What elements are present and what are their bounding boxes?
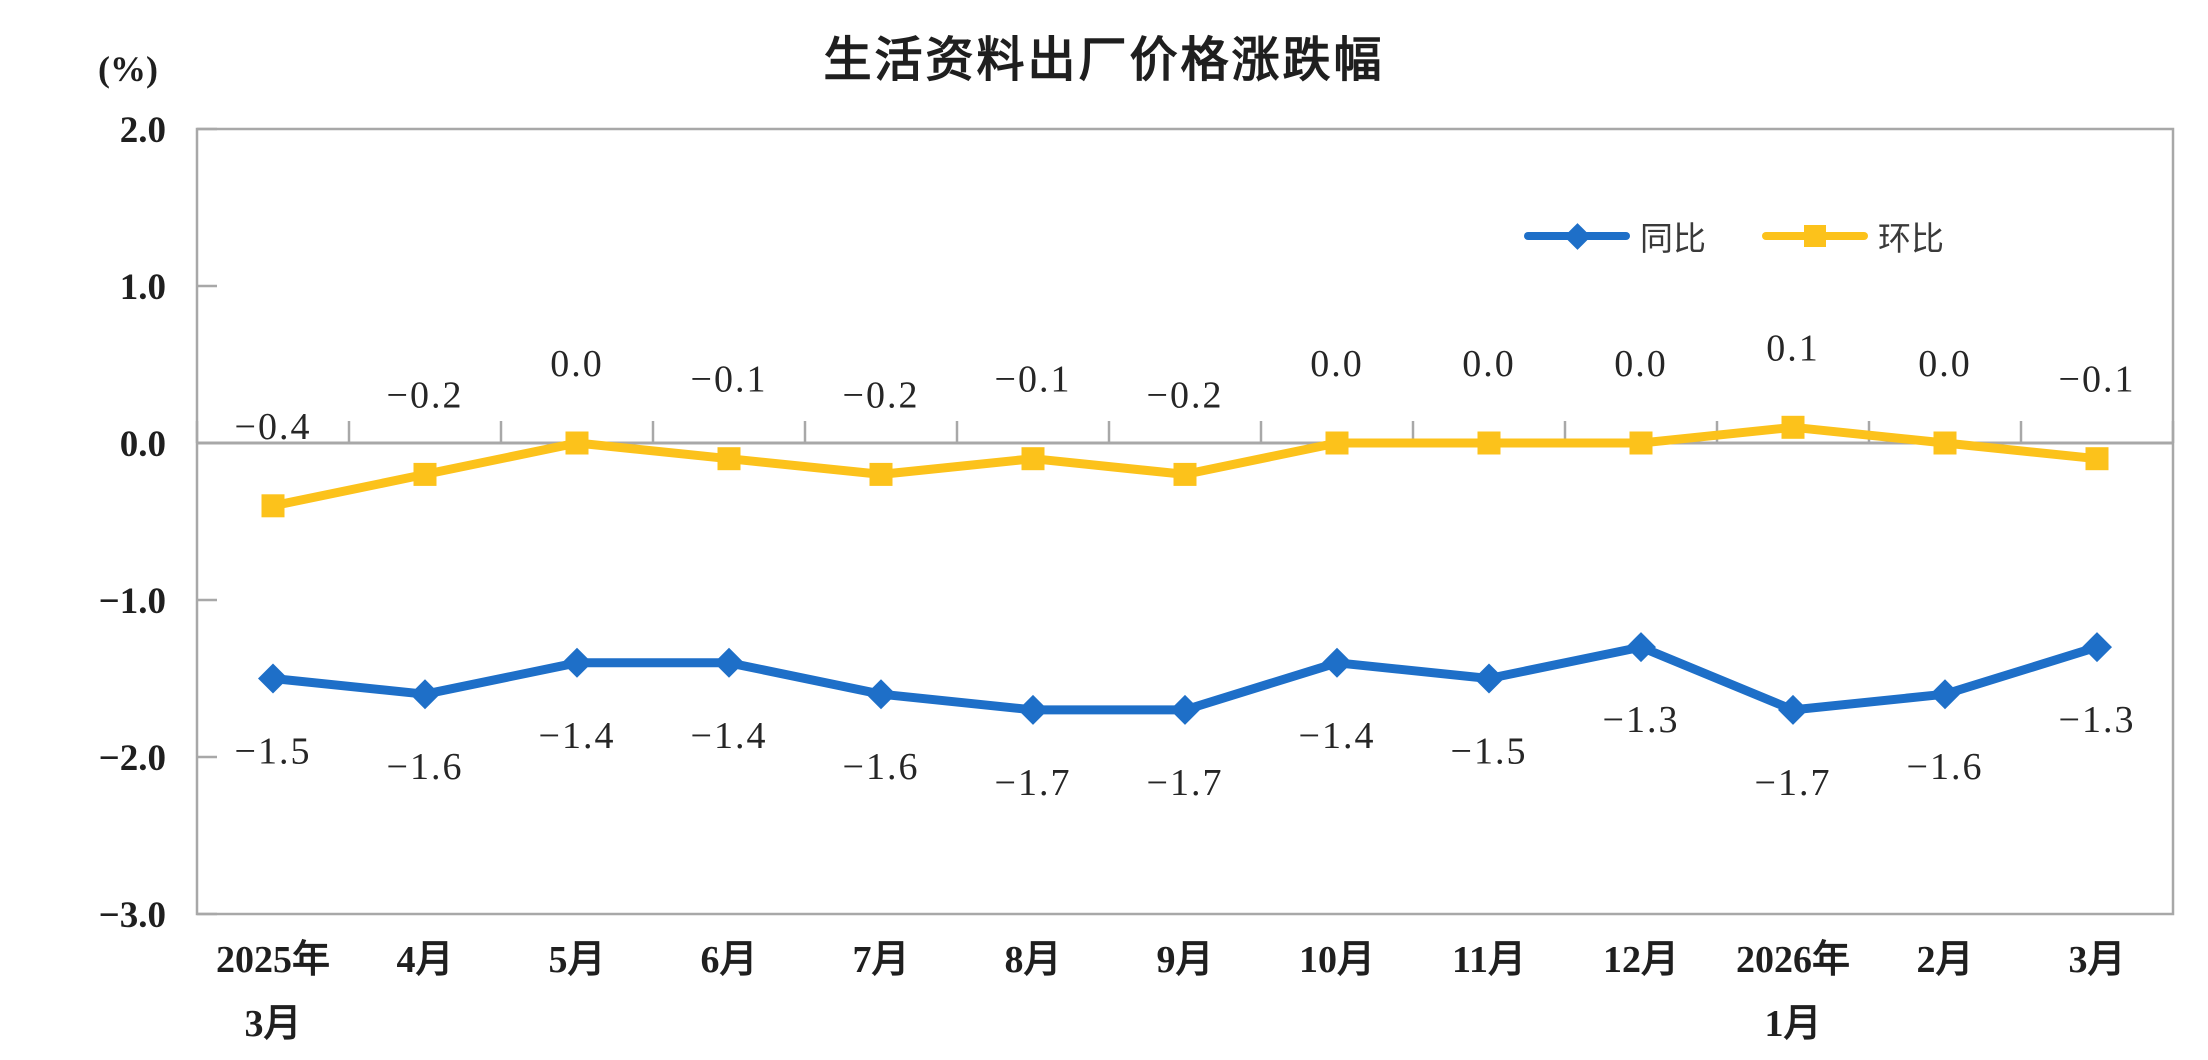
legend: 同比 环比 bbox=[1524, 212, 1944, 260]
diamond-marker bbox=[1930, 679, 1960, 710]
x-axis-tick-label: 7月 bbox=[852, 939, 909, 981]
data-label: −1.6 bbox=[387, 746, 464, 788]
diamond-marker-icon bbox=[1564, 223, 1591, 250]
diamond-marker bbox=[866, 679, 896, 710]
chart-title: 生活资料出厂价格涨跌幅 bbox=[823, 34, 1385, 87]
x-axis-tick-label: 8月 bbox=[1004, 939, 1061, 981]
data-label: −0.1 bbox=[995, 359, 1072, 401]
x-axis-tick-label: 5月 bbox=[548, 939, 605, 981]
data-label: −1.6 bbox=[1907, 746, 1984, 788]
x-axis-tick-label: 4月 bbox=[396, 939, 453, 981]
data-label: −1.3 bbox=[1603, 699, 1680, 741]
data-label: −0.4 bbox=[235, 406, 312, 448]
data-label: −1.5 bbox=[235, 731, 312, 773]
diamond-marker bbox=[1474, 663, 1504, 694]
square-marker bbox=[261, 494, 285, 518]
data-label: −1.3 bbox=[2059, 699, 2136, 741]
data-label: 0.0 bbox=[1918, 343, 1972, 385]
diamond-marker bbox=[1170, 694, 1200, 725]
square-marker bbox=[2085, 447, 2109, 471]
y-axis-tick-label: 0.0 bbox=[120, 424, 166, 465]
square-marker bbox=[565, 431, 589, 455]
data-label: 0.0 bbox=[1614, 343, 1668, 385]
diamond-marker bbox=[1626, 632, 1656, 663]
legend-item-tongbi: 同比 bbox=[1524, 212, 1706, 260]
y-axis-tick-label: 1.0 bbox=[120, 267, 166, 308]
square-marker bbox=[869, 462, 893, 486]
y-axis-tick-label: −2.0 bbox=[99, 738, 166, 779]
data-label: −1.7 bbox=[1755, 762, 1832, 804]
x-axis-tick-label: 2026年 bbox=[1736, 939, 1850, 981]
data-label: −1.7 bbox=[995, 762, 1072, 804]
diamond-marker bbox=[562, 647, 592, 678]
data-label: −1.5 bbox=[1451, 731, 1528, 773]
square-marker bbox=[1629, 431, 1653, 455]
x-axis-tick-label: 3月 bbox=[2068, 939, 2125, 981]
square-marker bbox=[717, 447, 741, 471]
square-marker bbox=[1325, 431, 1349, 455]
data-label: −0.1 bbox=[2059, 359, 2136, 401]
x-axis-tick-label: 2月 bbox=[1916, 939, 1973, 981]
legend-item-huanbi: 环比 bbox=[1762, 212, 1944, 260]
data-label: −1.4 bbox=[1299, 715, 1376, 757]
square-marker bbox=[1021, 447, 1045, 471]
diamond-marker bbox=[1778, 694, 1808, 725]
x-axis-tick-label: 10月 bbox=[1299, 939, 1375, 981]
plot-border bbox=[195, 127, 2175, 916]
huanbi-line-sample bbox=[1762, 223, 1868, 249]
diamond-marker bbox=[1322, 647, 1352, 678]
square-marker bbox=[1477, 431, 1501, 455]
square-marker bbox=[1781, 415, 1805, 439]
y-axis-tick-label: −3.0 bbox=[99, 895, 166, 936]
legend-label-tongbi: 同比 bbox=[1640, 220, 1706, 257]
y-axis-tick-label: −1.0 bbox=[99, 581, 166, 622]
diamond-marker bbox=[714, 647, 744, 678]
data-label: −0.2 bbox=[387, 374, 464, 416]
data-label: 0.0 bbox=[1310, 343, 1364, 385]
x-axis-tick-label: 12月 bbox=[1603, 939, 1679, 981]
square-marker-icon bbox=[1804, 225, 1826, 247]
data-label: −0.2 bbox=[843, 374, 920, 416]
x-axis-tick-label: 11月 bbox=[1452, 939, 1526, 981]
diamond-marker bbox=[1018, 694, 1048, 725]
y-axis-unit-label: (%) bbox=[98, 49, 158, 89]
data-label: −0.1 bbox=[691, 359, 768, 401]
legend-label-huanbi: 环比 bbox=[1878, 220, 1944, 257]
x-axis-tick-label: 2025年 bbox=[216, 939, 330, 981]
x-axis-tick-label: 6月 bbox=[700, 939, 757, 981]
y-axis-tick-label: 2.0 bbox=[120, 110, 166, 151]
square-marker bbox=[1173, 462, 1197, 486]
square-marker bbox=[1933, 431, 1957, 455]
data-label: −1.4 bbox=[691, 715, 768, 757]
diamond-marker bbox=[2082, 632, 2112, 663]
x-axis-tick-label: 9月 bbox=[1156, 939, 1213, 981]
data-label: −1.4 bbox=[539, 715, 616, 757]
data-label: −1.7 bbox=[1147, 762, 1224, 804]
data-label: 0.0 bbox=[1462, 343, 1516, 385]
x-axis-tick-label: 3月 bbox=[244, 1003, 301, 1045]
diamond-marker bbox=[258, 663, 288, 694]
diamond-marker bbox=[410, 679, 440, 710]
data-label: −0.2 bbox=[1147, 374, 1224, 416]
data-label: 0.1 bbox=[1766, 327, 1820, 369]
data-label: 0.0 bbox=[550, 343, 604, 385]
x-axis-tick-label: 1月 bbox=[1764, 1003, 1821, 1045]
tongbi-line-sample bbox=[1524, 223, 1630, 250]
data-label: −1.6 bbox=[843, 746, 920, 788]
square-marker bbox=[413, 462, 437, 486]
